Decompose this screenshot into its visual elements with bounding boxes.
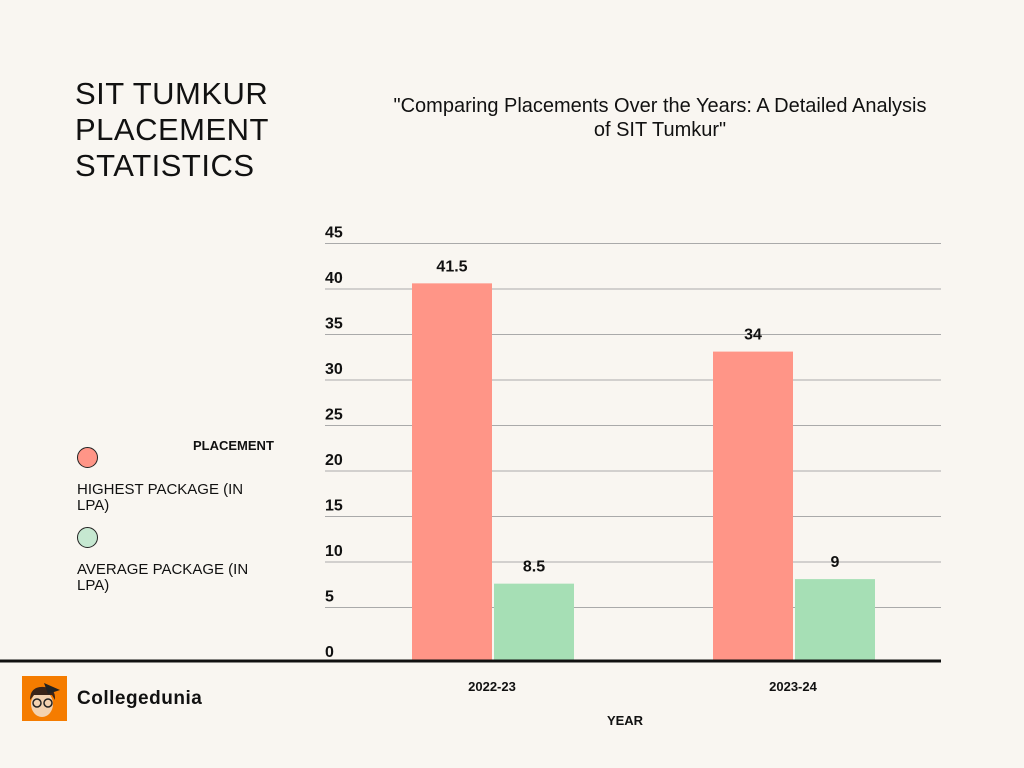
y-tick-label: 15 — [325, 498, 343, 515]
legend-title: PLACEMENT — [193, 438, 274, 453]
y-tick-label: 10 — [325, 543, 343, 560]
bar-average-2023-24 — [795, 579, 875, 661]
bar-average-2022-23 — [494, 583, 574, 661]
legend-dot-highest — [77, 447, 98, 468]
legend-label-highest: HIGHEST PACKAGE (IN LPA) — [77, 481, 244, 514]
collegedunia-logo-icon — [22, 676, 67, 721]
y-tick-label: 25 — [325, 407, 343, 424]
bar-highest-2022-23 — [412, 283, 492, 661]
y-tick-label: 45 — [325, 225, 343, 242]
x-tick-label: 2023-24 — [769, 679, 817, 694]
y-tick-label: 35 — [325, 316, 343, 333]
y-tick-label: 40 — [325, 270, 343, 287]
data-label: 41.5 — [436, 258, 467, 275]
bar-highest-2023-24 — [713, 351, 793, 661]
y-tick-label: 20 — [325, 452, 343, 469]
brand-name: Collegedunia — [77, 688, 203, 709]
legend-label-average: AVERAGE PACKAGE (IN LPA) — [77, 561, 249, 594]
x-axis-label: YEAR — [607, 713, 644, 728]
data-label: 34 — [744, 327, 762, 344]
data-label: 8.5 — [523, 559, 545, 576]
legend-dot-average — [77, 527, 98, 548]
x-tick-label: 2022-23 — [468, 679, 516, 694]
chart-subtitle: "Comparing Placements Over the Years: A … — [393, 95, 927, 141]
y-tick-label: 5 — [325, 589, 334, 606]
y-tick-label: 0 — [325, 644, 334, 661]
data-label: 9 — [831, 554, 840, 571]
page-title: SIT TUMKUR PLACEMENT STATISTICS — [75, 76, 269, 183]
y-tick-label: 30 — [325, 361, 343, 378]
